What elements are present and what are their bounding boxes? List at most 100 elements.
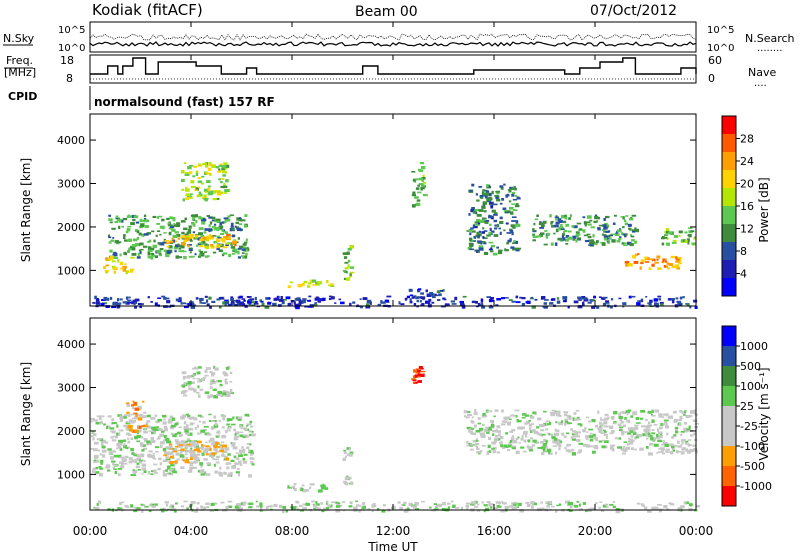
data-cell [663, 413, 667, 416]
data-cell [556, 300, 561, 304]
data-cell [496, 430, 501, 433]
data-cell [346, 251, 350, 255]
data-cell [197, 385, 200, 389]
data-cell [568, 415, 571, 418]
data-cell [204, 172, 208, 174]
data-cell [505, 432, 509, 435]
data-cell [618, 297, 622, 300]
data-cell [554, 432, 559, 436]
data-cell [539, 221, 542, 224]
data-cell [557, 218, 562, 222]
colorbar-tick-label: -500 [740, 460, 765, 473]
data-cell [195, 170, 199, 174]
data-cell [588, 445, 593, 448]
data-cell [232, 250, 235, 252]
data-cell [118, 446, 122, 449]
power-region-4 [287, 279, 335, 289]
data-cell [645, 419, 648, 421]
data-cell [498, 433, 501, 437]
data-cell [477, 417, 481, 420]
data-cell [242, 461, 248, 464]
data-cell [323, 484, 326, 489]
data-cell [198, 191, 201, 195]
data-cell [123, 236, 126, 239]
data-cell [661, 452, 665, 455]
data-cell [678, 230, 683, 234]
data-cell [680, 444, 683, 446]
data-cell [218, 297, 224, 299]
data-cell [173, 224, 178, 227]
data-cell [431, 301, 435, 304]
data-cell [543, 410, 547, 413]
data-cell [191, 214, 197, 218]
data-cell [556, 504, 559, 507]
data-cell [488, 426, 492, 430]
data-cell [208, 453, 212, 457]
data-cell [684, 239, 688, 243]
data-cell [247, 299, 251, 301]
data-cell [302, 503, 307, 506]
data-cell [283, 298, 287, 301]
data-cell [139, 305, 142, 309]
data-cell [490, 419, 495, 423]
data-cell [557, 415, 562, 417]
data-cell [221, 415, 227, 417]
data-cell [188, 444, 193, 448]
data-cell [474, 409, 477, 413]
data-cell [669, 415, 673, 418]
data-cell [112, 462, 115, 466]
data-cell [412, 191, 416, 195]
data-cell [349, 446, 352, 451]
data-cell [210, 502, 215, 506]
data-cell [237, 247, 242, 250]
data-cell [140, 223, 145, 227]
data-cell [147, 453, 152, 456]
data-cell [484, 195, 488, 199]
data-cell [172, 454, 175, 457]
data-cell [602, 296, 608, 299]
data-cell [137, 252, 140, 256]
data-cell [633, 430, 636, 433]
data-cell [476, 231, 480, 236]
data-cell [471, 183, 475, 187]
data-cell [153, 239, 156, 243]
colorbar-tick-label: 16 [740, 200, 754, 213]
data-cell [647, 410, 652, 414]
data-cell [238, 504, 242, 508]
data-cell [92, 302, 96, 304]
data-cell [137, 417, 141, 421]
data-cell [143, 411, 147, 414]
data-cell [604, 417, 609, 421]
data-cell [131, 474, 137, 477]
data-cell [209, 419, 212, 423]
data-cell [193, 165, 197, 168]
data-cell [155, 446, 160, 449]
data-cell [188, 384, 191, 387]
data-cell [592, 234, 595, 238]
data-cell [157, 215, 163, 218]
data-cell [245, 252, 248, 256]
data-cell [185, 457, 189, 460]
data-cell [385, 299, 390, 302]
x-tick-label: 04:00 [174, 524, 209, 538]
data-cell [203, 236, 206, 240]
data-cell [314, 302, 317, 305]
data-cell [111, 260, 116, 263]
data-cell [485, 415, 488, 417]
data-cell [495, 434, 499, 437]
data-cell [481, 414, 486, 418]
data-cell [661, 423, 665, 426]
data-cell [485, 507, 489, 512]
data-cell [589, 507, 595, 510]
data-cell [146, 420, 151, 423]
data-cell [226, 234, 231, 236]
data-cell [477, 422, 481, 425]
data-cell [666, 432, 669, 436]
data-cell [116, 432, 119, 436]
data-cell [215, 166, 220, 169]
data-cell [308, 295, 312, 298]
data-cell [314, 304, 318, 307]
data-cell [108, 451, 114, 455]
data-cell [412, 505, 417, 509]
data-cell [185, 413, 190, 416]
